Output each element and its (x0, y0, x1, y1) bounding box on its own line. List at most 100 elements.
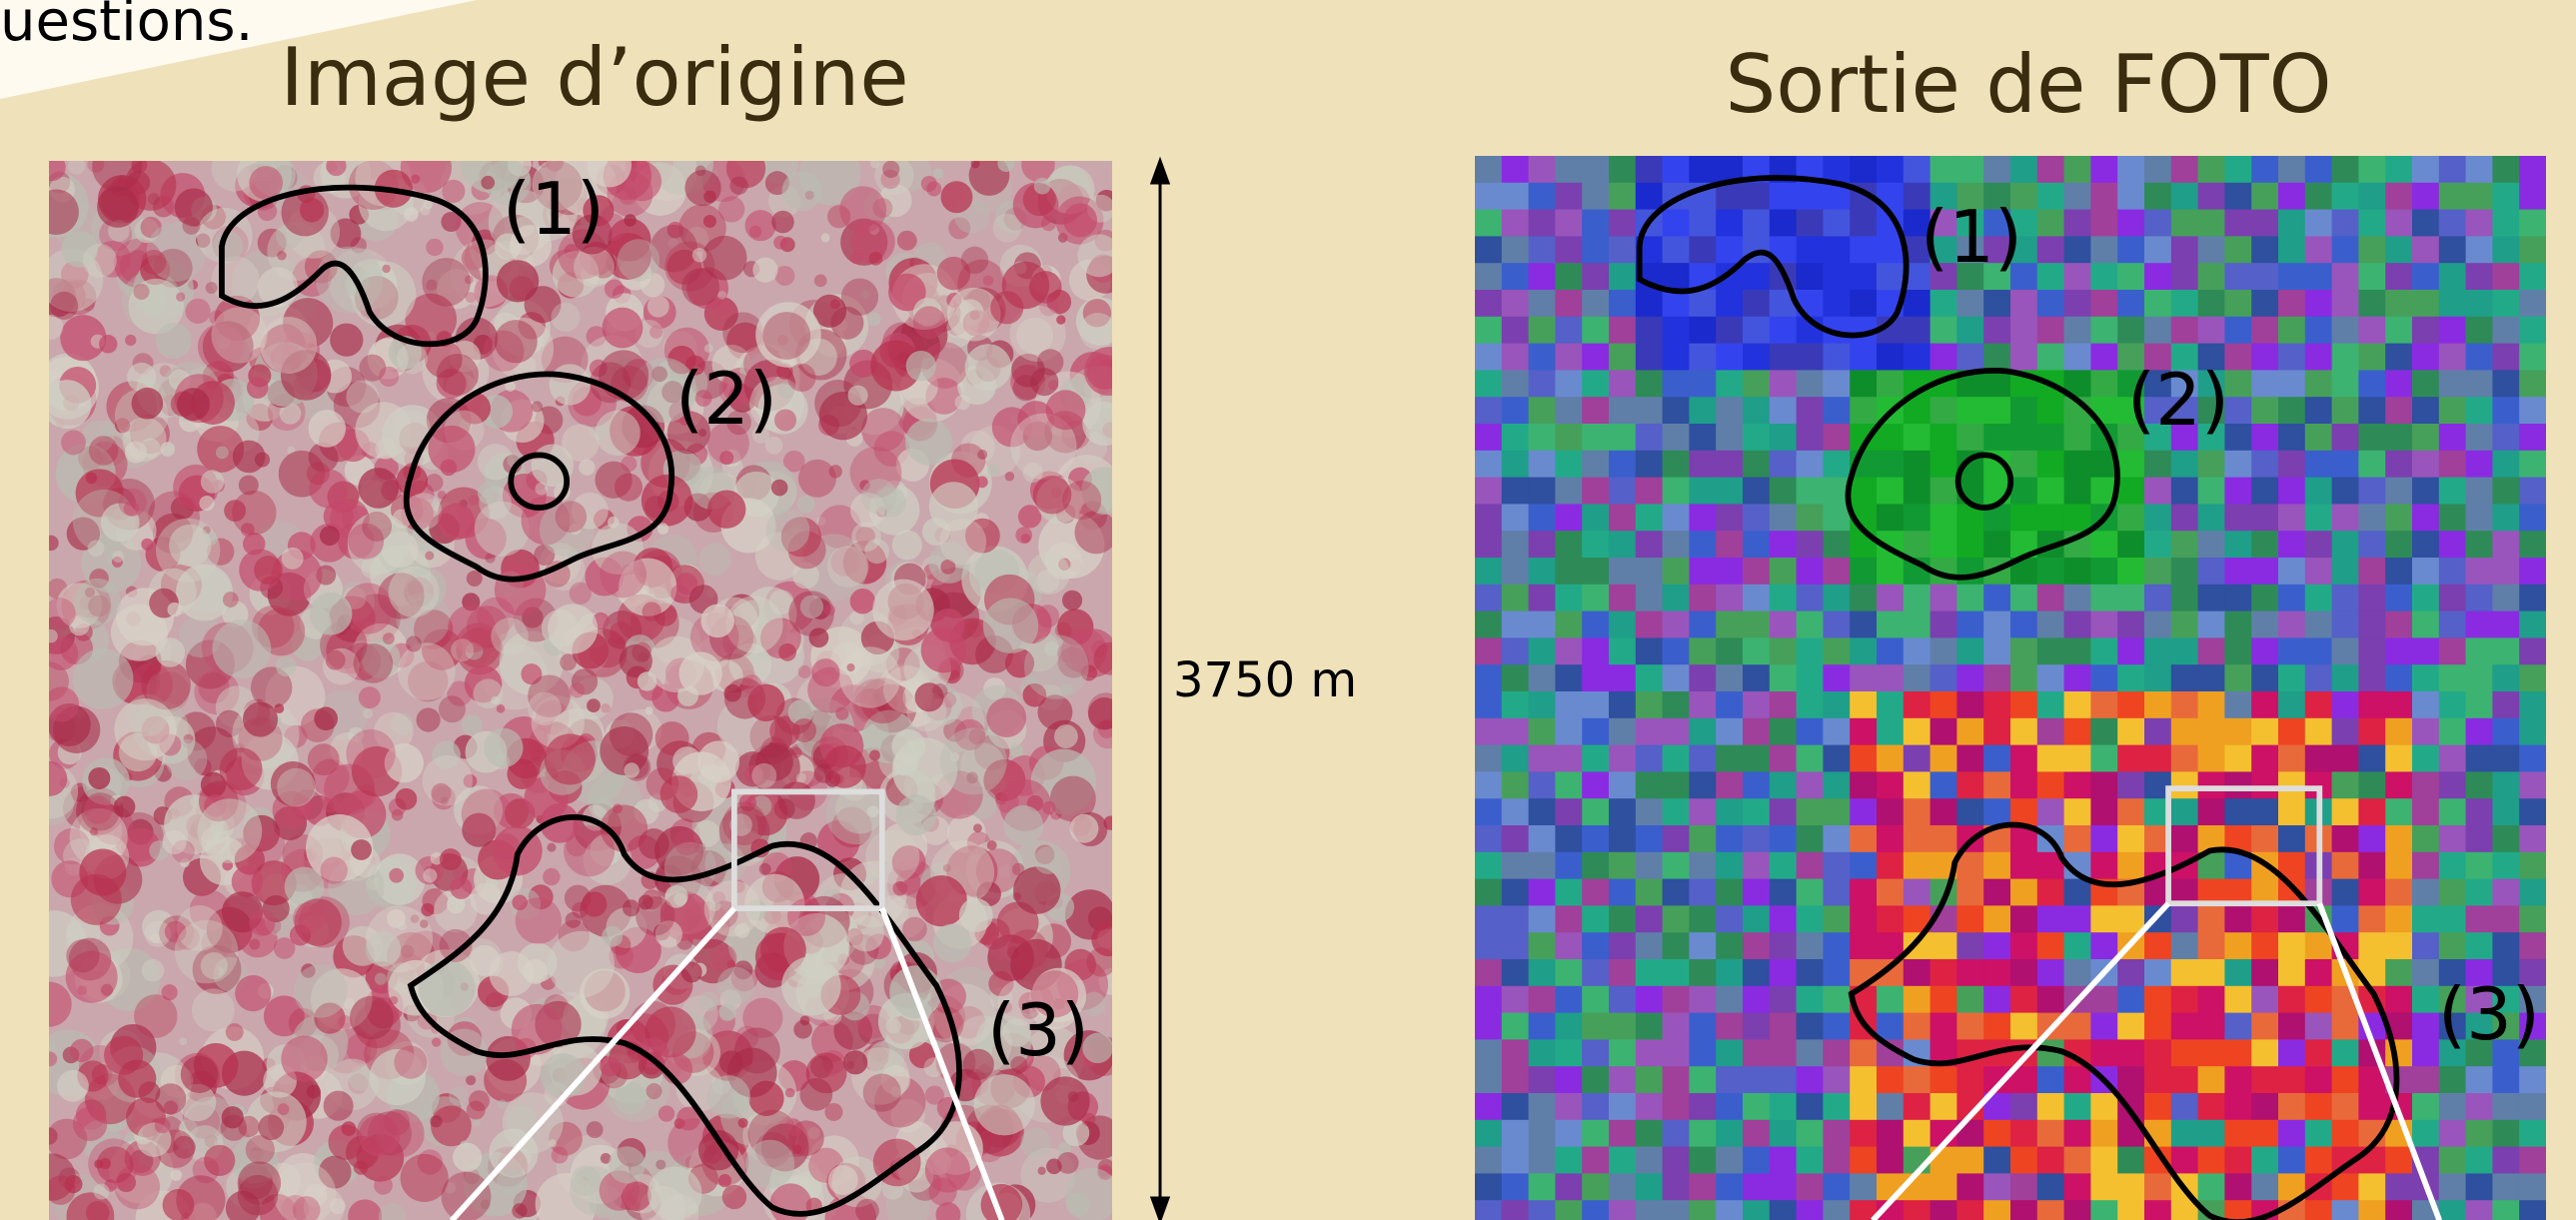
pixel-cell (2064, 504, 2091, 531)
texture-spot (787, 364, 815, 392)
pixel-cell (2412, 317, 2439, 344)
pixel-cell (1770, 397, 1797, 424)
texture-spot (163, 1189, 195, 1220)
pixel-cell (1877, 370, 1904, 397)
texture-spot (897, 231, 917, 251)
pixel-cell (2358, 504, 2385, 531)
pixel-cell (1636, 1147, 1663, 1174)
pixel-cell (1636, 798, 1663, 825)
pixel-cell (2224, 745, 2251, 772)
pixel-cell (2171, 986, 2198, 1013)
texture-spot (249, 909, 276, 936)
texture-spot (1021, 534, 1031, 544)
pixel-cell (2117, 771, 2144, 798)
pixel-cell (1956, 290, 1983, 317)
pixel-cell (1609, 986, 1636, 1013)
region-label: (2) (675, 357, 777, 441)
pixel-cell (1663, 959, 1690, 986)
pixel-cell (2198, 745, 2225, 772)
pixel-cell (2171, 531, 2198, 558)
pixel-cell (1529, 1173, 1556, 1200)
pixel-cell (1609, 585, 1636, 611)
pixel-cell (1582, 959, 1609, 986)
pixel-cell (2010, 611, 2037, 638)
pixel-cell (2519, 852, 2546, 879)
pixel-cell (1475, 1147, 1502, 1174)
pixel-cell (2198, 317, 2225, 344)
pixel-cell (1770, 344, 1797, 371)
pixel-cell (2037, 317, 2064, 344)
pixel-cell (1636, 183, 1663, 210)
pixel-cell (2439, 1200, 2466, 1220)
pixel-cell (1956, 344, 1983, 371)
pixel-cell (1475, 531, 1502, 558)
pixel-cell (2519, 1093, 2546, 1120)
pixel-cell (2064, 344, 2091, 371)
pixel-cell (2492, 1173, 2519, 1200)
pixel-cell (1956, 1173, 1983, 1200)
texture-spot (181, 1056, 218, 1093)
left-title: Image d’origine (280, 31, 908, 124)
pixel-cell (2224, 236, 2251, 263)
pixel-cell (1475, 825, 1502, 852)
pixel-cell (1716, 718, 1743, 745)
texture-spot (937, 257, 970, 290)
texture-spot (354, 1160, 368, 1174)
pixel-cell (1983, 664, 2010, 691)
pixel-cell (1797, 825, 1824, 852)
pixel-cell (2064, 745, 2091, 772)
pixel-cell (2439, 504, 2466, 531)
pixel-cell (1983, 1173, 2010, 1200)
pixel-cell (2090, 691, 2117, 718)
pixel-cell (2090, 1093, 2117, 1120)
pixel-cell (2385, 397, 2412, 424)
pixel-cell (2037, 344, 2064, 371)
texture-spot (1091, 922, 1125, 956)
pixel-cell (2251, 370, 2278, 397)
pixel-cell (2412, 263, 2439, 290)
pixel-cell (1502, 637, 1529, 664)
pixel-cell (2037, 1093, 2064, 1120)
pixel-cell (2519, 397, 2546, 424)
pixel-cell (1983, 317, 2010, 344)
pixel-cell (1609, 905, 1636, 932)
pixel-cell (1502, 344, 1529, 371)
texture-spot (79, 848, 126, 895)
pixel-cell (2412, 585, 2439, 611)
pixel-cell (1904, 771, 1931, 798)
pixel-cell (1636, 504, 1663, 531)
pixel-cell (1743, 344, 1770, 371)
texture-spot (254, 556, 283, 585)
pixel-cell (2412, 611, 2439, 638)
pixel-cell (2466, 691, 2493, 718)
pixel-cell (1904, 637, 1931, 664)
pixel-cell (1555, 798, 1582, 825)
pixel-cell (2412, 1093, 2439, 1120)
pixel-cell (2466, 1200, 2493, 1220)
pixel-cell (1956, 691, 1983, 718)
pixel-cell (2064, 317, 2091, 344)
pixel-cell (2278, 932, 2305, 959)
pixel-cell (2305, 1039, 2332, 1066)
pixel-cell (1582, 156, 1609, 183)
pixel-cell (1770, 825, 1797, 852)
pixel-cell (1502, 745, 1529, 772)
pixel-cell (2117, 290, 2144, 317)
pixel-cell (1823, 1173, 1850, 1200)
pixel-cell (2224, 798, 2251, 825)
texture-spot (307, 462, 330, 485)
texture-spot (99, 335, 117, 353)
pixel-cell (1956, 1013, 1983, 1040)
pixel-cell (1904, 451, 1931, 478)
pixel-cell (1931, 1066, 1957, 1093)
pixel-cell (1529, 879, 1556, 906)
pixel-cell (2439, 879, 2466, 906)
texture-spot (781, 956, 840, 1015)
pixel-cell (2492, 879, 2519, 906)
pixel-cell (1609, 798, 1636, 825)
pixel-cell (2064, 424, 2091, 451)
pixel-cell (2144, 1066, 2171, 1093)
pixel-cell (1743, 1147, 1770, 1174)
pixel-cell (2037, 424, 2064, 451)
pixel-cell (1663, 397, 1690, 424)
